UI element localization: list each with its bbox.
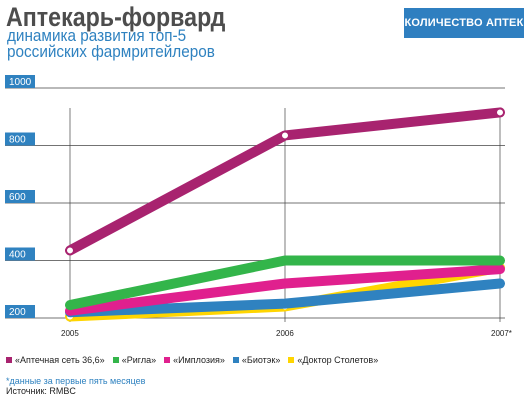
y-tick-box-600 <box>5 190 35 203</box>
y-tick-label: 1000 <box>9 77 32 88</box>
legend-item: «Биотэк» <box>232 353 281 367</box>
y-tick-box-1000 <box>5 75 35 88</box>
legend-label: «Имплозия» <box>173 355 225 365</box>
y-tick-label: 600 <box>9 192 26 203</box>
page-subtitle: динамика развития топ-5 российских фармр… <box>7 26 215 61</box>
y-tick-box-800 <box>5 132 35 146</box>
legend-item: «Ригла» <box>112 353 157 367</box>
y-tick-label: 800 <box>9 135 26 146</box>
data-point <box>281 131 289 140</box>
legend-swatch <box>288 357 295 363</box>
legend-swatch <box>232 357 239 363</box>
legend-item: «Доктор Столетов» <box>288 353 378 367</box>
legend-swatch <box>112 357 119 363</box>
series-line-4 <box>65 278 505 318</box>
legend-label: «Ригла» <box>121 355 157 365</box>
subtitle-line-1: динамика развития топ-5 <box>7 26 187 45</box>
series-line-2 <box>65 255 505 311</box>
y-tick-box-200 <box>5 305 35 318</box>
data-point <box>66 246 74 255</box>
legend-label: «Биотэк» <box>241 355 281 365</box>
legend-label: «Аптечная сеть 36,6» <box>15 355 105 365</box>
x-tick-label: 2005 <box>61 329 79 338</box>
metric-badge: КОЛИЧЕСТВО АПТЕК <box>404 8 524 38</box>
source-note: Источник: RMBC <box>6 386 76 396</box>
x-tick-label: 2006 <box>276 329 294 338</box>
legend-swatch <box>6 357 12 363</box>
legend-item: «Имплозия» <box>164 353 225 367</box>
series-line-3 <box>65 264 505 316</box>
data-point <box>496 108 504 117</box>
legend-swatch <box>164 357 171 363</box>
page-title: Аптекарь-форвард <box>6 2 226 32</box>
chart-legend: «Аптечная сеть 36,6» «Ригла» «Имплозия» «Би… <box>6 353 378 367</box>
footnote: *данные за первые пять месяцев <box>6 376 146 386</box>
subtitle-line-2: российских фармритейлеров <box>7 42 215 61</box>
y-tick-box-400 <box>5 247 35 261</box>
legend-label: «Доктор Столетов» <box>297 355 379 365</box>
legend-item: «Аптечная сеть 36,6» <box>6 353 105 367</box>
x-tick-label: 2007* <box>491 329 512 338</box>
y-tick-label: 400 <box>9 250 26 261</box>
y-tick-label: 200 <box>9 307 26 318</box>
